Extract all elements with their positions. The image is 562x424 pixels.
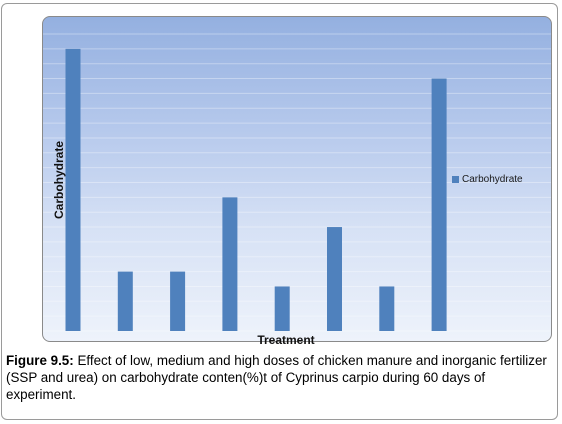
plot-area xyxy=(42,16,552,342)
bar-chart xyxy=(43,33,551,332)
legend-swatch xyxy=(452,176,459,183)
caption-text: Effect of low, medium and high doses of … xyxy=(6,353,547,402)
bar-6 xyxy=(327,227,342,331)
bar-3 xyxy=(170,271,186,331)
legend-label: Carbohydrate xyxy=(462,174,523,185)
figure-caption: Figure 9.5: Effect of low, medium and hi… xyxy=(6,352,556,403)
bar-1 xyxy=(65,48,81,331)
bar-8 xyxy=(431,78,447,331)
bar-7 xyxy=(379,286,395,331)
bar-5 xyxy=(274,286,290,331)
x-axis-label: Treatment xyxy=(257,333,315,347)
legend: Carbohydrate xyxy=(452,174,523,185)
bar-2 xyxy=(117,271,133,331)
bar-4 xyxy=(222,197,238,331)
caption-label: Figure 9.5: xyxy=(6,353,74,368)
y-axis-label: Carbohydrate xyxy=(52,140,66,220)
